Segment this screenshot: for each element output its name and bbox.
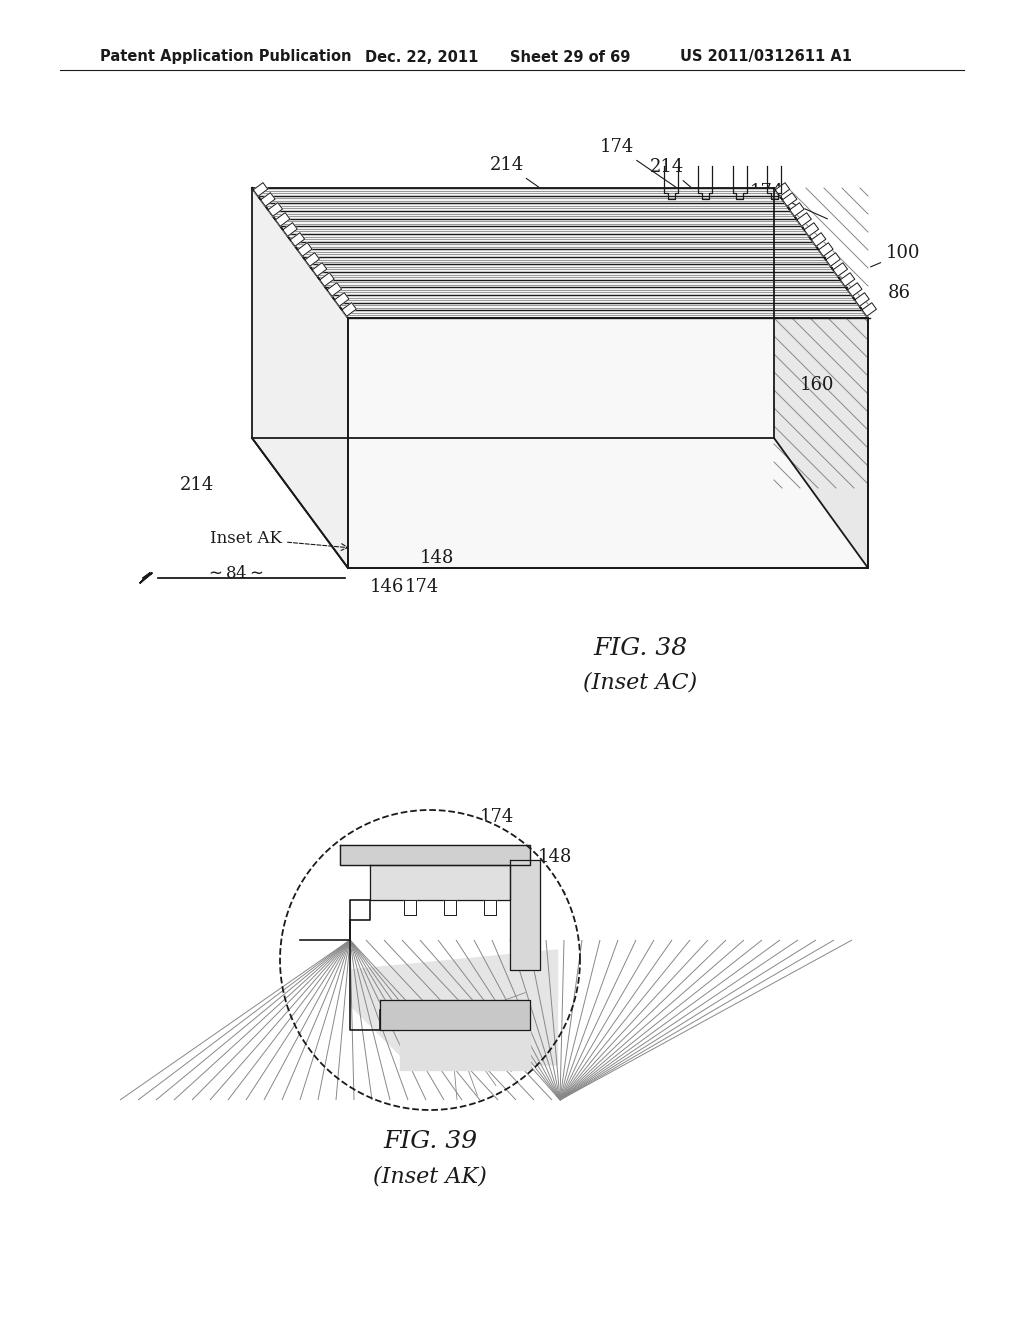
Polygon shape (834, 263, 848, 276)
Polygon shape (261, 193, 275, 206)
Polygon shape (400, 1030, 530, 1071)
Text: 100: 100 (428, 1076, 462, 1094)
Text: 100: 100 (870, 244, 921, 267)
Polygon shape (348, 318, 868, 568)
Text: 214: 214 (285, 991, 319, 1008)
Text: 146: 146 (493, 997, 559, 1018)
Text: 86: 86 (527, 891, 568, 913)
Polygon shape (841, 273, 855, 286)
Polygon shape (484, 900, 496, 915)
Polygon shape (350, 950, 557, 1065)
Polygon shape (283, 223, 297, 236)
Polygon shape (404, 900, 416, 915)
Polygon shape (252, 187, 868, 318)
Polygon shape (855, 293, 869, 306)
Polygon shape (252, 187, 348, 568)
Text: (Inset AK): (Inset AK) (373, 1166, 486, 1187)
Text: $\sim$84$\sim$: $\sim$84$\sim$ (205, 565, 264, 582)
Text: 86: 86 (888, 284, 911, 302)
Polygon shape (510, 861, 540, 970)
Polygon shape (305, 252, 319, 267)
Text: 148: 148 (420, 549, 455, 568)
Text: Dec. 22, 2011: Dec. 22, 2011 (365, 49, 478, 65)
Polygon shape (280, 810, 580, 1110)
Polygon shape (848, 282, 862, 296)
Polygon shape (275, 213, 290, 226)
Text: 214: 214 (490, 156, 548, 194)
Text: 146: 146 (370, 578, 404, 597)
Text: US 2011/0312611 A1: US 2011/0312611 A1 (680, 49, 852, 65)
Polygon shape (335, 293, 349, 306)
Text: (Inset AC): (Inset AC) (583, 671, 697, 693)
Polygon shape (826, 252, 841, 267)
Polygon shape (290, 232, 305, 247)
Polygon shape (782, 193, 797, 206)
Text: FIG. 39: FIG. 39 (383, 1130, 477, 1152)
Polygon shape (312, 263, 327, 276)
Text: 160: 160 (800, 376, 835, 393)
Polygon shape (340, 845, 530, 865)
Text: Patent Application Publication: Patent Application Publication (100, 49, 351, 65)
Polygon shape (775, 182, 790, 197)
Polygon shape (319, 273, 334, 286)
Polygon shape (444, 900, 456, 915)
Polygon shape (811, 232, 825, 247)
Text: 174: 174 (406, 578, 439, 597)
Text: 174: 174 (600, 139, 678, 189)
Polygon shape (818, 243, 834, 256)
Polygon shape (370, 865, 510, 900)
Text: 214: 214 (180, 477, 214, 494)
Polygon shape (342, 302, 356, 317)
Text: Sheet 29 of 69: Sheet 29 of 69 (510, 49, 631, 65)
Polygon shape (774, 187, 868, 568)
Polygon shape (797, 213, 811, 226)
Polygon shape (253, 182, 267, 197)
Polygon shape (790, 203, 804, 216)
Text: FIG. 38: FIG. 38 (593, 638, 687, 660)
Polygon shape (862, 302, 877, 317)
Text: 214: 214 (650, 158, 698, 193)
Text: 148: 148 (503, 847, 572, 879)
Polygon shape (298, 243, 312, 256)
Text: Inset AK: Inset AK (210, 531, 348, 550)
Polygon shape (268, 203, 283, 216)
Polygon shape (804, 223, 818, 236)
Text: 214: 214 (370, 267, 404, 284)
Polygon shape (380, 1001, 530, 1030)
Polygon shape (327, 282, 342, 296)
Text: 174: 174 (413, 808, 514, 849)
Text: 174: 174 (750, 183, 827, 219)
